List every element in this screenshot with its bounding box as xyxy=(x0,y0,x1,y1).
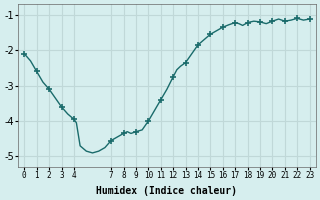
X-axis label: Humidex (Indice chaleur): Humidex (Indice chaleur) xyxy=(96,186,237,196)
